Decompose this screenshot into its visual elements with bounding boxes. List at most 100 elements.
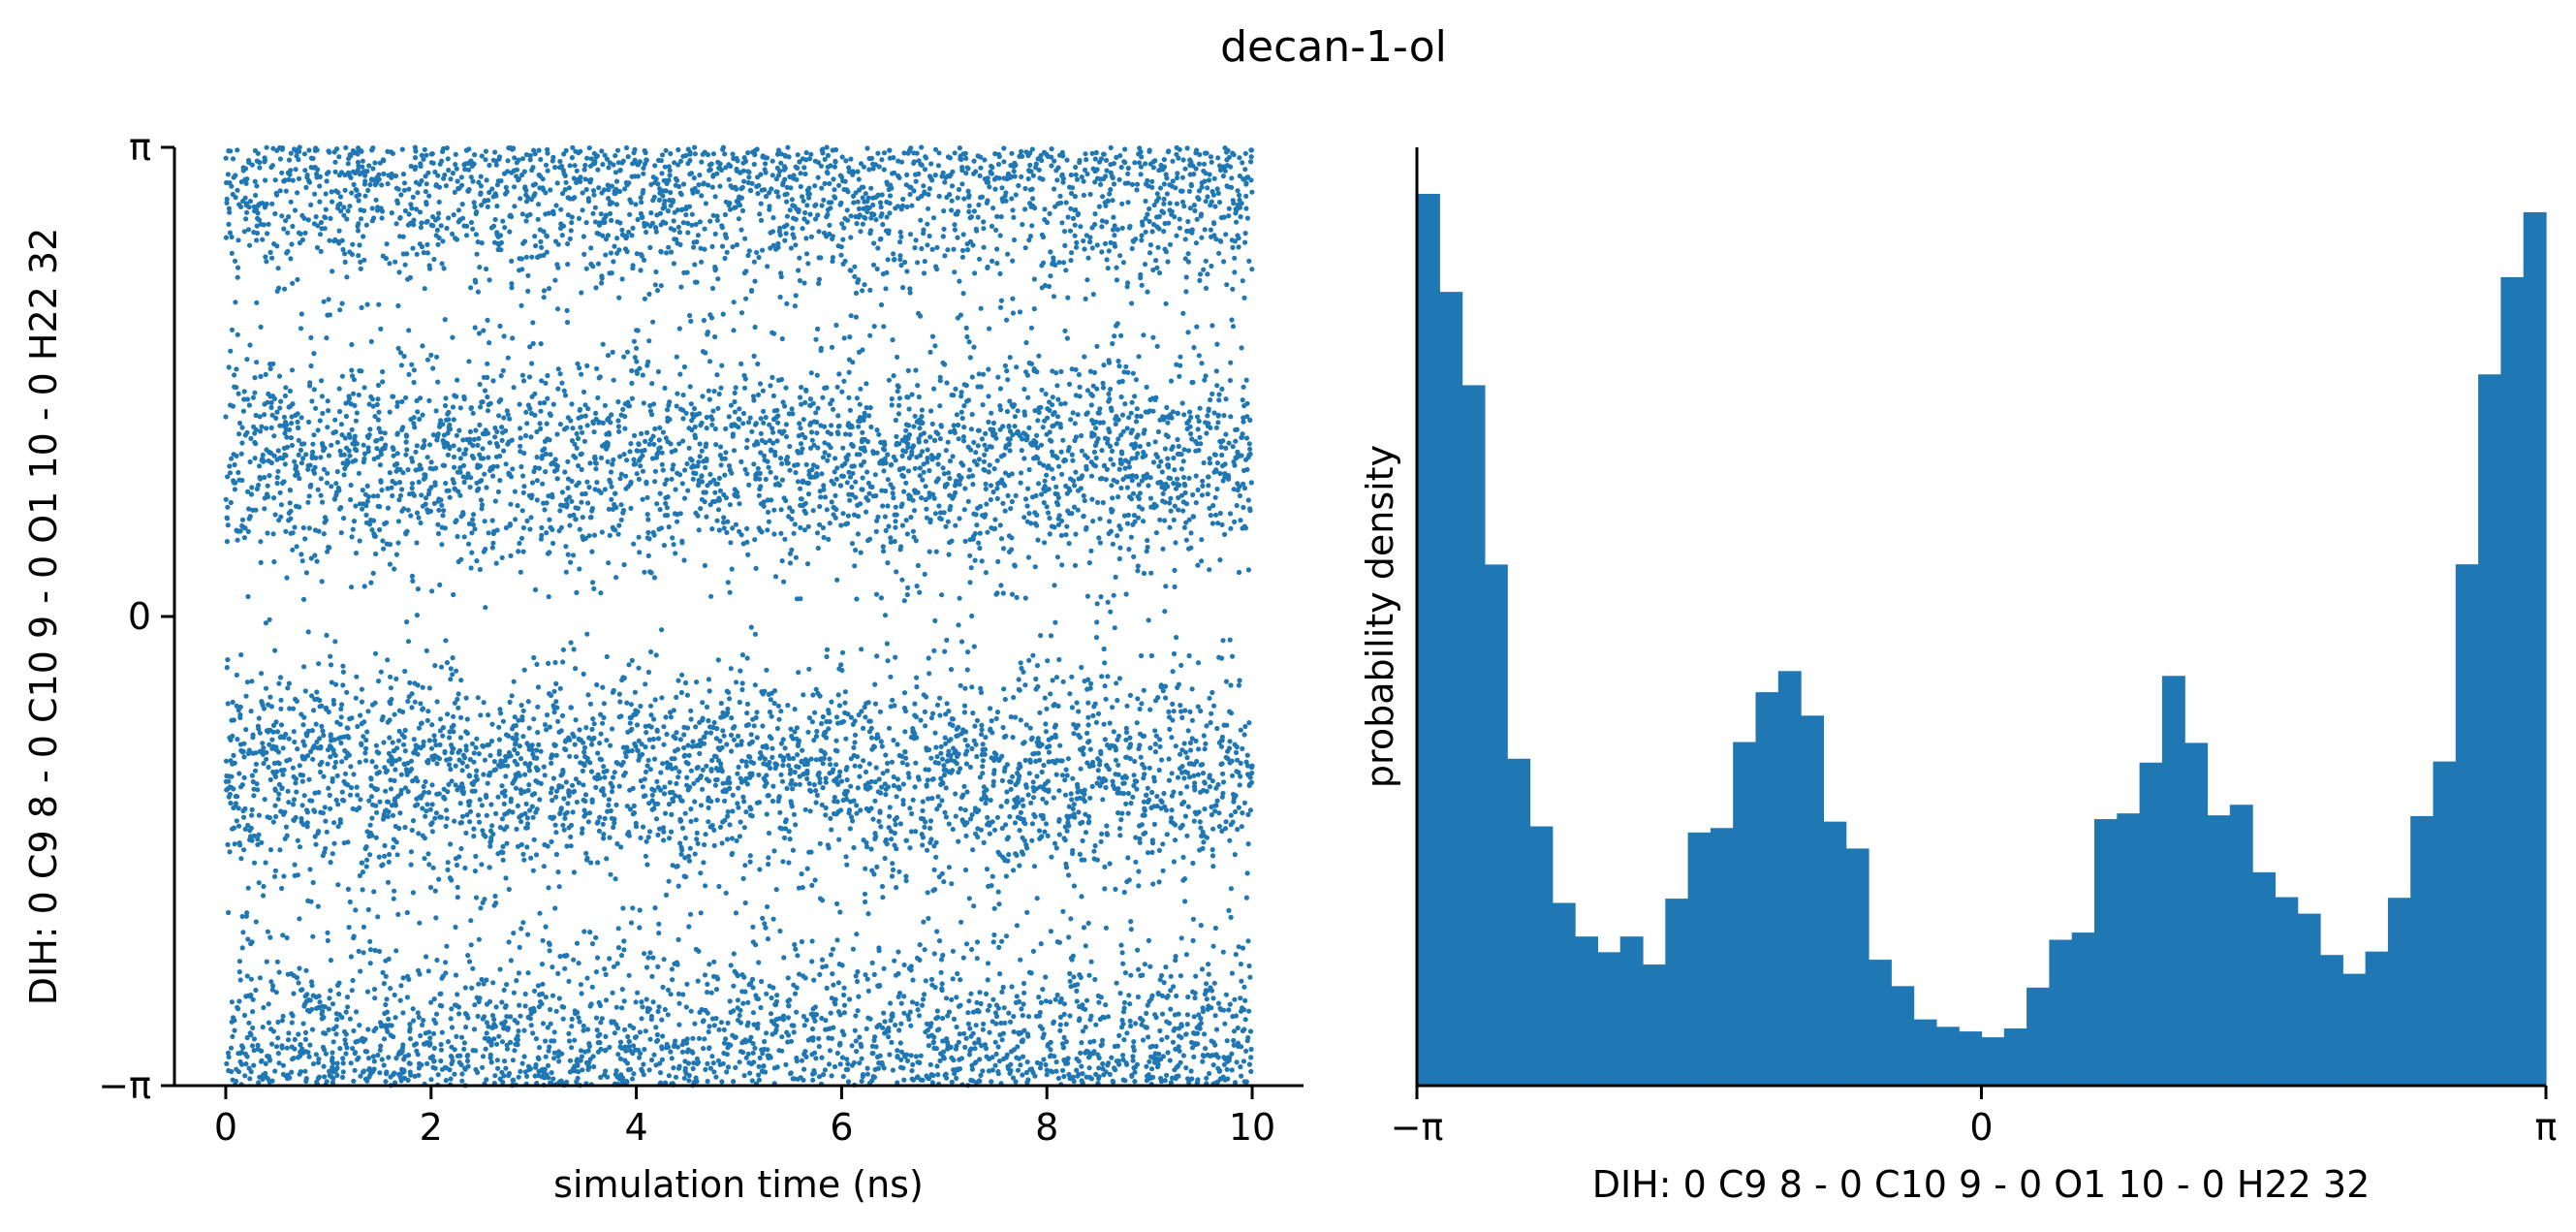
scatter-point: [657, 445, 663, 451]
scatter-point: [246, 242, 253, 248]
scatter-point: [561, 796, 567, 802]
scatter-point: [653, 652, 659, 658]
scatter-point: [736, 785, 741, 791]
scatter-point: [275, 1035, 281, 1041]
scatter-point: [371, 986, 378, 993]
scatter-point: [568, 228, 574, 234]
scatter-point: [336, 228, 342, 234]
scatter-point: [375, 396, 381, 402]
scatter-point: [493, 810, 499, 817]
scatter-point: [396, 497, 402, 503]
scatter-point: [621, 354, 627, 360]
scatter-point: [675, 224, 681, 230]
scatter-point: [277, 490, 283, 495]
scatter-point: [702, 972, 708, 978]
scatter-point: [298, 326, 304, 332]
scatter-point: [517, 540, 522, 547]
scatter-point: [283, 188, 289, 194]
scatter-point: [707, 962, 712, 967]
scatter-point: [719, 363, 725, 368]
scatter-point: [444, 943, 450, 949]
scatter-point: [354, 1009, 360, 1015]
scatter-point: [272, 803, 278, 808]
scatter-point: [389, 174, 394, 180]
scatter-point: [703, 464, 708, 470]
scatter-point: [486, 198, 491, 204]
scatter-point: [407, 679, 413, 686]
scatter-point: [278, 722, 285, 728]
scatter-point: [567, 513, 573, 519]
scatter-point: [280, 1013, 286, 1019]
scatter-point: [668, 190, 674, 196]
scatter-point: [268, 399, 274, 405]
scatter-point: [467, 799, 473, 805]
scatter-point: [250, 732, 256, 738]
scatter-point: [646, 829, 653, 835]
scatter-point: [259, 424, 265, 429]
scatter-point: [598, 731, 604, 737]
scatter-point: [444, 807, 450, 813]
scatter-point: [569, 438, 576, 444]
scatter-point: [683, 874, 689, 880]
scatter-point: [697, 219, 704, 225]
scatter-point: [332, 428, 338, 435]
scatter-point: [621, 1027, 628, 1032]
scatter-point: [631, 810, 638, 816]
scatter-point: [653, 269, 659, 275]
scatter-point: [499, 816, 506, 822]
scatter-point: [366, 521, 373, 527]
scatter-point: [351, 181, 357, 187]
scatter-point: [330, 775, 335, 781]
scatter-point: [266, 1020, 271, 1026]
scatter-point: [326, 453, 331, 458]
scatter-point: [729, 470, 735, 476]
scatter-point: [519, 372, 526, 378]
scatter-point: [308, 748, 314, 755]
scatter-point: [294, 544, 299, 550]
scatter-point: [694, 830, 700, 837]
scatter-point: [365, 906, 371, 913]
scatter-point: [561, 388, 567, 394]
scatter-point: [445, 789, 451, 795]
scatter-point: [587, 460, 593, 466]
scatter-point: [675, 991, 682, 996]
scatter-point: [624, 349, 631, 355]
scatter-point: [351, 391, 357, 396]
scatter-point: [450, 655, 456, 661]
scatter-point: [414, 251, 420, 257]
scatter-point: [721, 520, 727, 525]
scatter-point: [636, 476, 643, 482]
scatter-point: [563, 147, 569, 153]
scatter-point: [535, 767, 541, 773]
scatter-point: [268, 979, 274, 985]
scatter-point: [320, 499, 326, 505]
scatter-point: [661, 742, 667, 747]
scatter-point: [426, 862, 432, 868]
scatter-point: [637, 550, 643, 555]
scatter-point: [615, 926, 621, 932]
scatter-point: [433, 465, 439, 471]
scatter-point: [290, 280, 296, 286]
scatter-point: [487, 400, 493, 406]
scatter-point: [530, 165, 536, 171]
scatter-point: [384, 768, 390, 774]
scatter-point: [576, 1069, 581, 1075]
scatter-point: [439, 261, 445, 267]
scatter-point: [706, 182, 711, 188]
scatter-point: [468, 219, 475, 226]
scatter-point: [400, 975, 406, 981]
scatter-point: [503, 524, 510, 531]
scatter-point: [651, 787, 657, 794]
scatter-point: [235, 147, 240, 153]
scatter-point: [715, 976, 721, 982]
scatter-point: [482, 897, 487, 902]
scatter-point: [503, 875, 509, 881]
scatter-point: [343, 144, 349, 150]
scatter-point: [560, 223, 567, 229]
scatter-point: [682, 1065, 688, 1071]
scatter-point: [611, 963, 617, 969]
scatter-point: [668, 714, 675, 720]
scatter-point: [635, 328, 641, 333]
scatter-point: [722, 151, 728, 157]
scatter-point: [338, 714, 344, 720]
